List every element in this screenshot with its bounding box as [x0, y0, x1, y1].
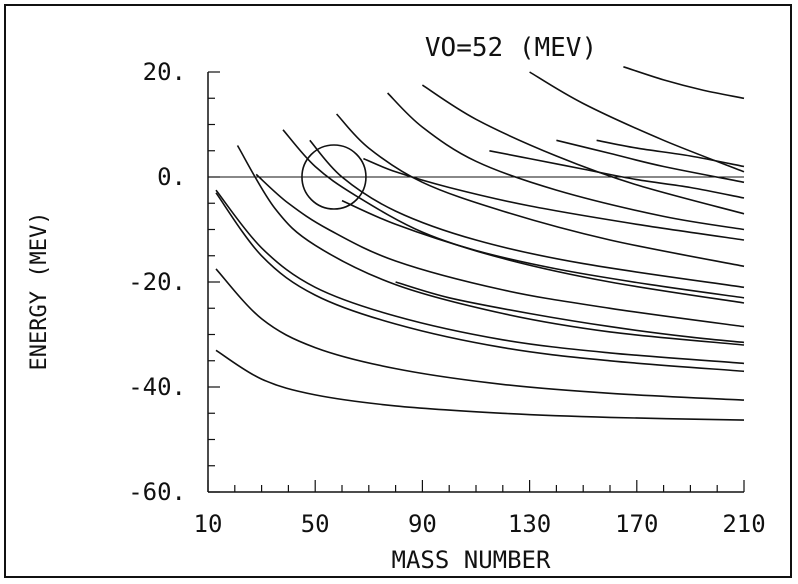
- energy-level-curve-8: [309, 139, 745, 289]
- energy-level-curve-4: [215, 189, 745, 365]
- energy-level-curve-18: [395, 281, 745, 344]
- energy-level-curve-16: [596, 139, 745, 168]
- x-tick-label: 170: [615, 510, 658, 538]
- x-tick-label: 130: [508, 510, 551, 538]
- energy-level-curve-1: [215, 349, 745, 421]
- energy-level-curve-10: [363, 157, 745, 241]
- y-tick-label: -40.: [128, 373, 186, 401]
- y-tick-label: 20.: [143, 58, 186, 86]
- energy-level-curve-14: [529, 71, 745, 173]
- x-tick-label: 50: [301, 510, 330, 538]
- energy-level-curve-13: [489, 150, 745, 199]
- x-tick-label: 90: [408, 510, 437, 538]
- chart-title: VO=52 (MEV): [425, 33, 597, 63]
- x-axis-label: MASS NUMBER: [392, 546, 551, 574]
- energy-level-curve-3: [215, 192, 745, 373]
- plot-area: 10 50 90 130 170 210 20. 0. -20. -40. -60.: [128, 58, 765, 538]
- highlight-circle: [301, 144, 367, 210]
- y-tick-label: -60.: [128, 478, 186, 506]
- y-axis-label: ENERGY (MEV): [27, 212, 52, 371]
- x-tick-label: 10: [194, 510, 223, 538]
- energy-level-curve-12: [421, 84, 745, 215]
- x-tick-label: 210: [722, 510, 765, 538]
- y-tick-label: -20.: [128, 268, 186, 296]
- energy-level-curve-9: [336, 113, 745, 268]
- energy-level-curve-15: [556, 139, 745, 184]
- chart-frame: VO=52 (MEV) MASS NUMBER ENERGY (MEV) 10 5…: [4, 4, 792, 578]
- energy-level-curve-6: [255, 173, 745, 328]
- energy-level-curve-11: [387, 92, 745, 231]
- energy-vs-mass-chart: VO=52 (MEV) MASS NUMBER ENERGY (MEV) 10 5…: [27, 33, 766, 574]
- energy-level-curve-2: [215, 268, 745, 401]
- energy-level-curve-19: [341, 199, 745, 299]
- energy-level-curve-5: [236, 145, 745, 346]
- energy-level-curve-17: [623, 66, 745, 100]
- y-tick-label: 0.: [157, 163, 186, 191]
